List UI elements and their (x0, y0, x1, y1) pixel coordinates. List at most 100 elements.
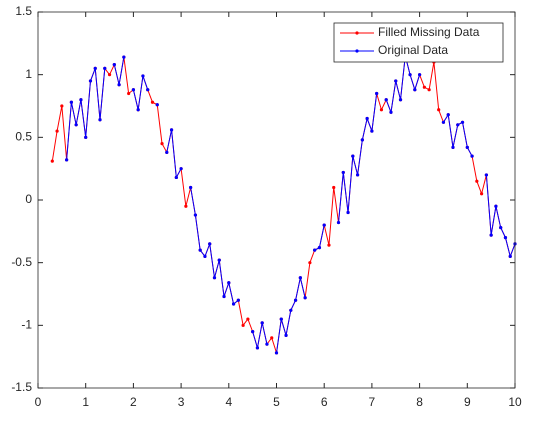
data-point (370, 129, 374, 133)
data-point (451, 145, 455, 149)
data-point (189, 185, 193, 190)
data-point (165, 150, 169, 154)
data-point (355, 173, 360, 177)
data-point (422, 85, 426, 89)
data-point (308, 261, 312, 265)
y-tick-label: 0 (25, 192, 32, 206)
x-tick-label: 2 (130, 395, 137, 409)
x-tick-label: 6 (321, 395, 328, 409)
x-tick-label: 8 (416, 395, 423, 409)
x-tick-label: 3 (178, 395, 185, 409)
data-point (160, 142, 164, 146)
data-point (384, 98, 388, 102)
data-point (98, 118, 102, 122)
data-point (131, 88, 135, 92)
data-point (503, 236, 508, 240)
data-point (270, 336, 274, 340)
data-point (346, 210, 350, 215)
data-point (112, 63, 116, 67)
data-point (284, 333, 288, 337)
data-point (494, 204, 498, 208)
data-point (332, 185, 336, 190)
data-point (103, 66, 107, 70)
data-point (470, 154, 474, 158)
data-point (499, 225, 503, 230)
data-point (84, 135, 88, 139)
data-point (231, 302, 236, 306)
data-point (365, 116, 369, 121)
data-point (289, 308, 293, 312)
data-point (169, 128, 174, 132)
data-point (193, 213, 198, 217)
data-point (107, 73, 112, 77)
data-point (303, 296, 307, 300)
data-point (208, 242, 212, 246)
axes-box (37, 11, 516, 389)
data-point (360, 138, 364, 142)
data-point (298, 276, 302, 280)
data-point (336, 220, 341, 225)
data-point (146, 88, 150, 92)
data-point (484, 173, 488, 177)
data-point (198, 248, 202, 252)
plot-area (38, 12, 515, 388)
data-point (55, 129, 59, 133)
data-point (241, 323, 245, 327)
legend-marker (355, 49, 359, 53)
data-point (141, 74, 145, 78)
data-point (93, 66, 97, 70)
data-point (317, 246, 322, 250)
data-point (508, 254, 512, 258)
data-point (65, 158, 69, 162)
data-point (379, 108, 384, 112)
x-tick-label: 10 (508, 395, 522, 409)
y-tick-label: -1.5 (11, 380, 32, 394)
x-tick-label: 5 (273, 395, 280, 409)
data-point (408, 73, 412, 77)
legend: Filled Missing Data Original Data (333, 22, 504, 63)
legend-label: Filled Missing Data (378, 25, 480, 39)
data-point (212, 276, 217, 280)
data-point (174, 175, 178, 180)
data-point (313, 248, 317, 252)
x-tick-label: 0 (35, 395, 42, 409)
y-tick-label: 1 (25, 67, 32, 81)
data-point (60, 104, 64, 108)
data-point (150, 100, 155, 104)
y-tick-label: 1.5 (15, 4, 32, 18)
data-point (327, 243, 331, 247)
y-tick-label: -0.5 (11, 255, 32, 269)
data-point (427, 88, 431, 92)
data-point (322, 223, 326, 227)
data-point (341, 170, 345, 175)
x-tick-label: 1 (82, 395, 89, 409)
data-point (122, 55, 126, 59)
data-point (475, 179, 479, 183)
data-point (460, 120, 465, 124)
data-point (69, 100, 73, 104)
data-point (293, 298, 298, 302)
data-point (246, 317, 250, 321)
data-point (255, 346, 260, 350)
data-point (489, 233, 493, 237)
data-point (351, 154, 355, 158)
y-tick-label: -1 (21, 318, 32, 332)
data-point (236, 298, 240, 302)
data-point (398, 98, 403, 102)
data-point (217, 258, 221, 262)
data-point (79, 98, 83, 102)
data-point (441, 120, 446, 124)
data-point (274, 351, 279, 355)
data-point (184, 204, 188, 208)
data-point (480, 192, 484, 196)
legend-box (333, 22, 504, 63)
data-point (260, 321, 264, 325)
legend-label: Original Data (378, 43, 448, 57)
data-point (465, 145, 469, 149)
data-point (227, 281, 231, 285)
legend-marker (355, 31, 359, 35)
data-point (155, 103, 159, 107)
y-tick-label: 0.5 (15, 130, 32, 144)
data-point (446, 113, 450, 117)
